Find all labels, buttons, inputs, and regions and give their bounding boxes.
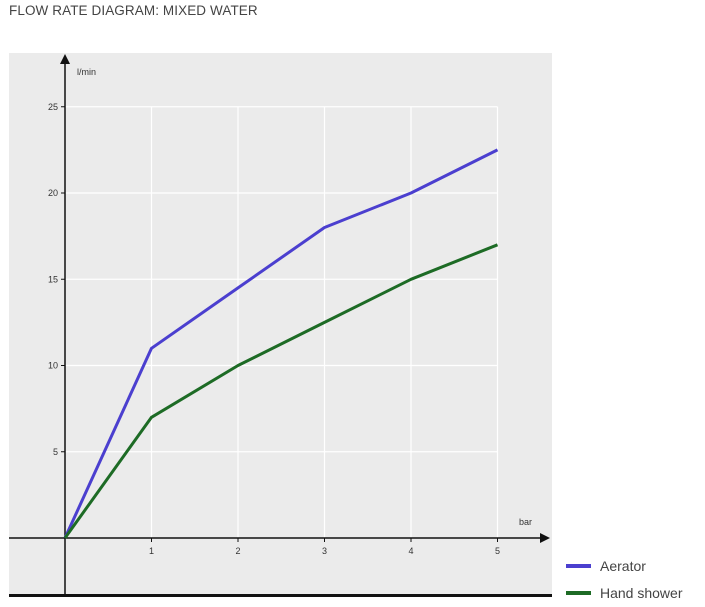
tick-labels: 1 2 3 4 5 5 10 15 20 25 (48, 102, 500, 556)
series-lines (63, 148, 499, 539)
x-tick-label: 1 (149, 546, 154, 556)
bottom-rule (9, 594, 552, 597)
y-tick-label: 10 (48, 361, 58, 371)
legend-label-hand-shower: Hand shower (600, 584, 683, 601)
x-axis-label: bar (519, 517, 532, 527)
y-tick-label: 5 (53, 447, 58, 457)
x-tick-label: 3 (322, 546, 327, 556)
y-tick-label: 15 (48, 274, 58, 284)
grid-lines (65, 106, 499, 538)
page-title: FLOW RATE DIAGRAM: MIXED WATER (9, 3, 258, 18)
series-line-aerator (63, 148, 499, 539)
plot-background (9, 53, 552, 596)
y-tick-label: 25 (48, 102, 58, 112)
series-line-hand-shower (63, 243, 499, 539)
legend-swatch-aerator (566, 563, 591, 568)
y-axis-label: l/min (77, 67, 96, 77)
x-tick-label: 5 (495, 546, 500, 556)
x-axis-arrow (540, 533, 550, 543)
y-axis-arrow (60, 54, 70, 64)
x-tick-label: 2 (235, 546, 240, 556)
legend: Aerator Hand shower (566, 552, 683, 606)
legend-item-aerator: Aerator (566, 552, 683, 579)
legend-item-hand-shower: Hand shower (566, 579, 683, 606)
axes (9, 54, 550, 596)
y-tick-label: 20 (48, 188, 58, 198)
x-tick-label: 4 (408, 546, 413, 556)
legend-swatch-hand-shower (566, 590, 591, 595)
legend-label-aerator: Aerator (600, 557, 646, 574)
